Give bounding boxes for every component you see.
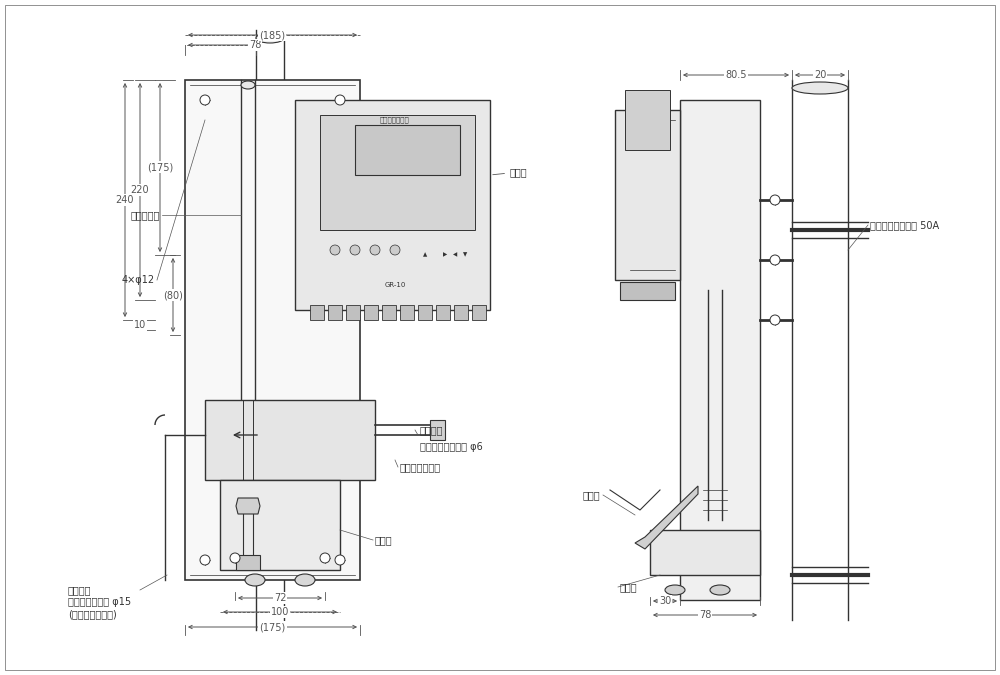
- Circle shape: [335, 555, 345, 565]
- Bar: [346, 305, 360, 320]
- Bar: [430, 420, 445, 440]
- Bar: [418, 305, 432, 320]
- Bar: [650, 530, 760, 575]
- Bar: [310, 305, 324, 320]
- Bar: [355, 125, 460, 175]
- Bar: [205, 400, 375, 480]
- Bar: [625, 90, 670, 150]
- Circle shape: [350, 245, 360, 255]
- Text: 適合パイプサイズ 50A: 適合パイプサイズ 50A: [870, 220, 939, 230]
- Text: ▼: ▼: [463, 252, 467, 257]
- Circle shape: [200, 555, 210, 565]
- Bar: [364, 305, 378, 320]
- Text: 測定槽: 測定槽: [375, 535, 393, 545]
- Bar: [472, 305, 486, 320]
- Text: 30: 30: [659, 596, 671, 606]
- Text: 検水調整槽: 検水調整槽: [131, 210, 160, 220]
- Bar: [320, 115, 475, 230]
- Bar: [615, 110, 680, 280]
- Text: (185): (185): [259, 30, 285, 40]
- Text: 240: 240: [116, 195, 134, 205]
- Polygon shape: [236, 498, 260, 514]
- Circle shape: [320, 553, 330, 563]
- Bar: [436, 305, 450, 320]
- Text: 検水出口: 検水出口: [68, 585, 92, 595]
- Circle shape: [770, 315, 780, 325]
- Bar: [328, 305, 342, 320]
- Text: 残留塩素濃度計: 残留塩素濃度計: [380, 117, 410, 124]
- Polygon shape: [635, 486, 698, 549]
- Bar: [236, 555, 260, 570]
- Text: 流量調整バルブ: 流量調整バルブ: [400, 462, 441, 472]
- Bar: [400, 305, 414, 320]
- Bar: [382, 305, 396, 320]
- Text: ▶: ▶: [443, 252, 447, 257]
- Bar: [680, 100, 760, 600]
- Text: 78: 78: [699, 610, 711, 620]
- Text: 78: 78: [249, 40, 261, 50]
- Ellipse shape: [792, 82, 848, 94]
- Text: 4×φ12: 4×φ12: [122, 275, 155, 285]
- Ellipse shape: [245, 574, 265, 586]
- Text: 20: 20: [814, 70, 826, 80]
- Bar: [220, 480, 340, 570]
- Text: モニタ: モニタ: [493, 167, 528, 177]
- Text: (175): (175): [147, 162, 173, 172]
- Ellipse shape: [665, 585, 685, 595]
- Text: ▲: ▲: [423, 252, 427, 257]
- Circle shape: [330, 245, 340, 255]
- Circle shape: [335, 95, 345, 105]
- Text: GR-10: GR-10: [384, 282, 406, 288]
- Text: (大気開放のこと): (大気開放のこと): [68, 609, 117, 619]
- Ellipse shape: [241, 81, 255, 89]
- Text: 10: 10: [134, 320, 146, 330]
- Bar: [295, 100, 490, 310]
- Ellipse shape: [710, 585, 730, 595]
- Text: 100: 100: [271, 607, 289, 617]
- Text: 72: 72: [274, 593, 286, 603]
- Text: (175): (175): [259, 622, 286, 632]
- Circle shape: [390, 245, 400, 255]
- Circle shape: [230, 553, 240, 563]
- Bar: [454, 305, 468, 320]
- Circle shape: [770, 195, 780, 205]
- Bar: [620, 282, 675, 300]
- Text: 220: 220: [131, 185, 149, 195]
- Text: 検水入口: 検水入口: [420, 425, 444, 435]
- Text: 80.5: 80.5: [725, 70, 747, 80]
- Bar: [185, 80, 360, 580]
- Ellipse shape: [256, 33, 284, 43]
- Text: ◀: ◀: [453, 252, 457, 257]
- Circle shape: [770, 255, 780, 265]
- Ellipse shape: [295, 574, 315, 586]
- Circle shape: [370, 245, 380, 255]
- Circle shape: [200, 95, 210, 105]
- Text: センサ: センサ: [582, 490, 600, 500]
- Text: ビーズ: ビーズ: [620, 582, 638, 592]
- Text: (80): (80): [163, 290, 183, 300]
- Text: 適合ホース内径 φ15: 適合ホース内径 φ15: [68, 597, 131, 607]
- Text: 適合チューブ外径 φ6: 適合チューブ外径 φ6: [420, 442, 483, 452]
